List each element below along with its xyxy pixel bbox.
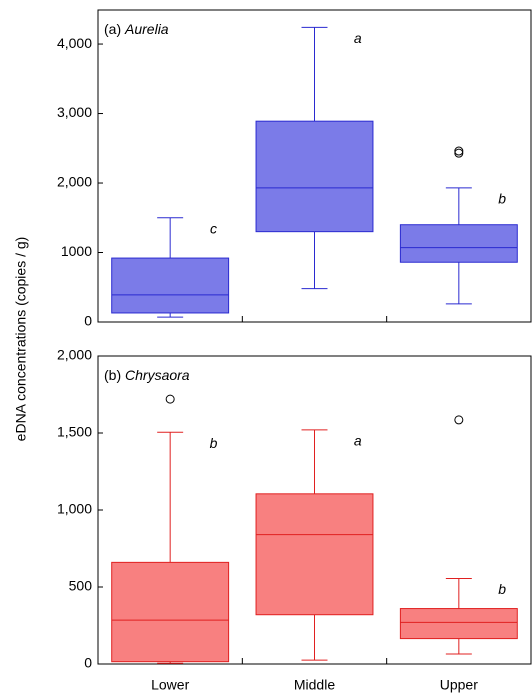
y-axis-label: eDNA concentrations (copies / g) <box>13 237 29 442</box>
panel-title: Chrysaora <box>125 367 190 383</box>
y-tick-label: 4,000 <box>57 35 92 51</box>
box <box>255 493 374 616</box>
y-tick-label: 3,000 <box>57 104 92 120</box>
significance-letter: b <box>210 435 218 451</box>
panel-label: (a) Aurelia <box>104 21 169 37</box>
panel-letter: (a) <box>104 21 121 37</box>
box <box>399 608 518 640</box>
outlier <box>454 148 464 158</box>
significance-letter: a <box>354 30 362 46</box>
y-tick-label: 2,000 <box>57 347 92 363</box>
panel-letter: (b) <box>104 367 121 383</box>
x-tick-label: Middle <box>294 677 335 693</box>
y-tick-label: 500 <box>69 578 93 594</box>
outlier <box>454 415 464 425</box>
y-tick-label: 1,500 <box>57 424 92 440</box>
y-tick-label: 1,000 <box>57 501 92 517</box>
box <box>399 224 518 263</box>
outlier <box>165 394 175 404</box>
significance-letter: b <box>498 581 506 597</box>
plot-frame <box>97 9 532 323</box>
x-tick-label: Lower <box>151 677 189 693</box>
box <box>111 257 230 314</box>
x-tick-label: Upper <box>440 677 478 693</box>
significance-letter: b <box>498 191 506 207</box>
y-tick-label: 0 <box>84 313 92 329</box>
panel-title: Aurelia <box>124 21 169 37</box>
box <box>111 561 230 663</box>
outlier <box>454 146 464 156</box>
y-tick-label: 2,000 <box>57 174 92 190</box>
y-tick-label: 0 <box>84 655 92 671</box>
significance-letter: a <box>354 433 362 449</box>
y-tick-label: 1000 <box>61 243 92 259</box>
box <box>255 120 374 233</box>
significance-letter: c <box>210 220 217 236</box>
panel-label: (b) Chrysaora <box>104 367 190 383</box>
